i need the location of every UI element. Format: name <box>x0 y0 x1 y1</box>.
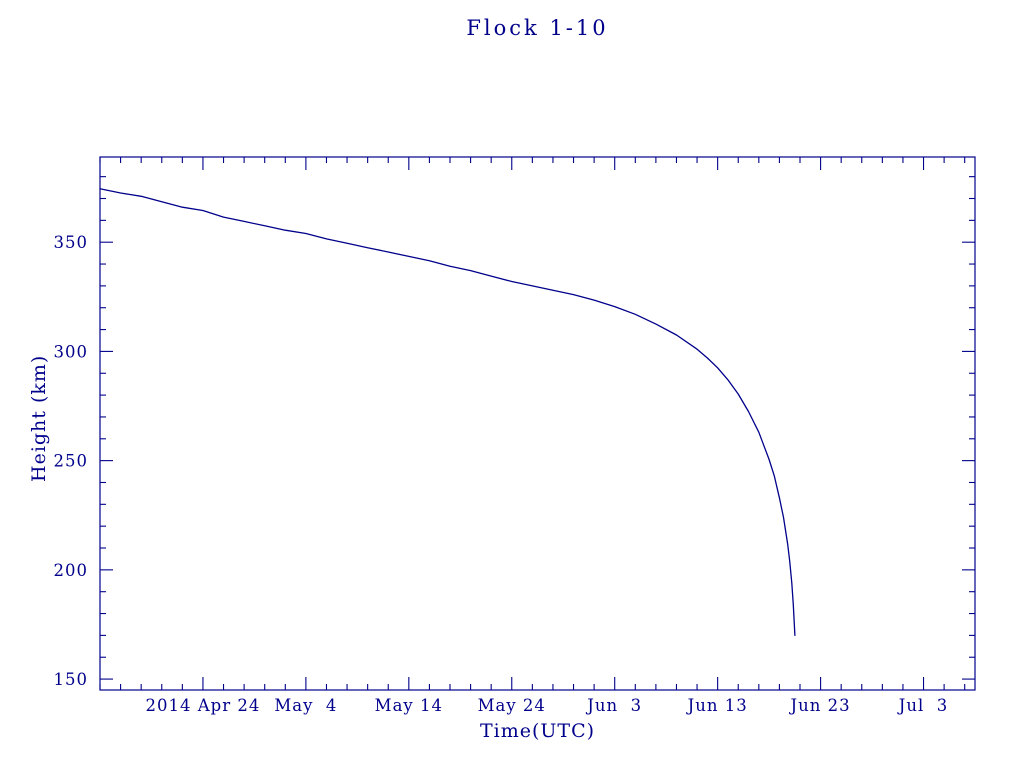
x-tick-label: May 14 <box>375 696 443 715</box>
y-tick-label: 200 <box>54 561 89 580</box>
x-tick-label: Jun 3 <box>585 696 642 715</box>
x-tick-label: May 24 <box>478 696 546 715</box>
plot-frame <box>99 156 976 691</box>
y-tick-label: 350 <box>54 233 89 252</box>
axis-tick-labels: 2014 Apr 24 May 4 May 14 May 24 Jun 3 Jun 13 J… <box>54 233 949 715</box>
y-tick-label: 300 <box>54 342 89 361</box>
x-tick-label: May 4 <box>274 696 337 715</box>
axis-ticks <box>99 157 975 690</box>
chart-title: Flock 1-10 <box>466 16 609 40</box>
y-tick-label: 150 <box>54 670 89 689</box>
x-tick-label: Jun 23 <box>789 696 851 715</box>
x-tick-label: Jul 3 <box>897 696 949 715</box>
y-tick-label: 250 <box>54 452 89 471</box>
x-tick-label: Jun 13 <box>686 696 748 715</box>
x-axis-label: Time(UTC) <box>479 720 596 742</box>
x-tick-label: 2014 Apr 24 <box>146 696 261 715</box>
height-decay-line <box>99 188 796 637</box>
